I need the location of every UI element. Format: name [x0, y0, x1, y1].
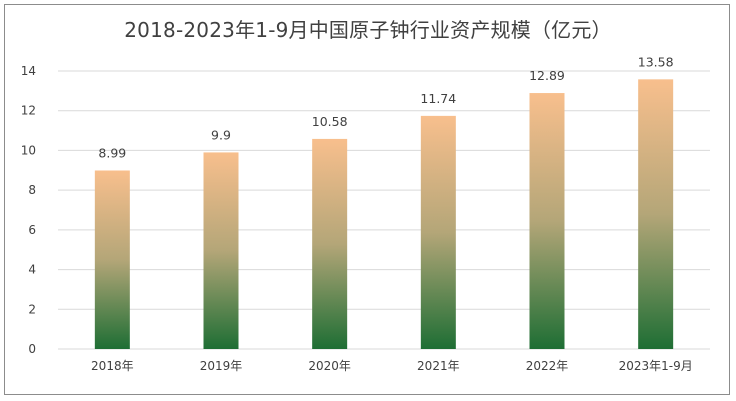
bar: [529, 93, 565, 349]
y-tick-label: 12: [21, 104, 36, 118]
y-tick-label: 0: [28, 342, 36, 356]
x-tick-label: 2020年: [308, 359, 351, 373]
x-tick-label: 2018年: [91, 359, 134, 373]
bar: [203, 152, 239, 349]
data-label: 8.99: [98, 145, 126, 160]
y-tick-label: 14: [21, 64, 36, 78]
x-tick-label: 2023年1-9月: [619, 359, 693, 373]
y-tick-label: 10: [21, 143, 36, 157]
bar: [312, 138, 348, 349]
x-tick-label: 2022年: [526, 359, 569, 373]
bar: [420, 115, 456, 350]
x-tick-label: 2019年: [200, 359, 243, 373]
y-tick-label: 6: [28, 223, 36, 237]
bar: [94, 170, 130, 349]
bars: [94, 79, 674, 350]
y-tick-label: 4: [28, 263, 36, 277]
bar: [638, 79, 674, 349]
x-tick-label: 2021年: [417, 359, 460, 373]
chart-title: 2018-2023年1-9月中国原子钟行业资产规模（亿元）: [124, 18, 612, 42]
y-tick-label: 2: [28, 302, 36, 316]
y-axis-ticks: 0 2 4 6 8 10 12 14: [21, 64, 36, 356]
data-label: 9.9: [211, 127, 231, 142]
data-label: 10.58: [312, 114, 348, 129]
data-label: 11.74: [420, 91, 456, 106]
x-axis-ticks: 2018年 2019年 2020年 2021年 2022年 2023年1-9月: [91, 359, 693, 373]
gridlines: [58, 70, 710, 350]
data-label: 13.58: [638, 54, 674, 69]
data-labels: 8.99 9.9 10.58 11.74 12.89 13.58: [98, 54, 673, 160]
y-tick-label: 8: [28, 183, 36, 197]
data-label: 12.89: [529, 68, 565, 83]
